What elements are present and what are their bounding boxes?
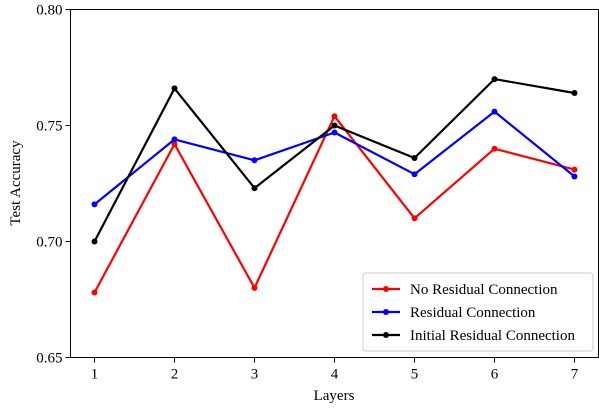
series-residual-connection (91, 108, 578, 208)
data-point (91, 201, 98, 208)
legend: No Residual Connection Residual Connectio… (362, 272, 594, 352)
x-tick-label: 1 (91, 367, 99, 383)
legend-swatch-marker (383, 309, 389, 315)
x-tick-label: 5 (411, 367, 419, 383)
data-point (571, 90, 578, 97)
x-tick-label: 2 (171, 367, 179, 383)
data-point (411, 171, 418, 178)
data-point (571, 166, 578, 173)
series-initial-residual-connection (91, 76, 578, 245)
x-tick-label: 4 (331, 367, 339, 383)
data-point (411, 154, 418, 161)
x-tick-label: 3 (251, 367, 259, 383)
y-tick-label: 0.65 (36, 351, 62, 367)
series-line (93, 115, 575, 294)
data-point (331, 129, 338, 136)
x-axis-label: Layers (314, 388, 355, 404)
data-point (91, 238, 98, 245)
x-tick-label: 7 (571, 367, 579, 383)
plot-area (91, 76, 578, 296)
data-point (331, 113, 338, 120)
legend-label: Residual Connection (410, 305, 536, 321)
y-axis-label: Test Accuracy (8, 140, 24, 226)
legend-entry: Residual Connection (372, 305, 536, 321)
y-tick-label: 0.75 (36, 119, 62, 135)
legend-swatch-marker (383, 332, 389, 338)
x-tick-label: 6 (491, 367, 499, 383)
data-point (331, 122, 338, 129)
data-point (491, 145, 498, 152)
y-tick-label: 0.80 (36, 3, 62, 19)
legend-entry: Initial Residual Connection (372, 328, 575, 344)
data-point (491, 76, 498, 83)
data-point (91, 289, 98, 296)
series-no-residual-connection (91, 113, 578, 296)
data-point (171, 136, 178, 143)
data-point (171, 85, 178, 92)
data-point (251, 157, 258, 164)
x-axis: 1 2 3 4 5 6 7 (91, 357, 579, 383)
legend-label: Initial Residual Connection (410, 328, 575, 344)
data-point (251, 185, 258, 192)
data-point (411, 215, 418, 222)
legend-box (362, 272, 594, 352)
data-point (171, 141, 178, 148)
data-point (571, 173, 578, 180)
legend-label: No Residual Connection (410, 282, 558, 298)
legend-swatch-marker (383, 286, 389, 292)
y-tick-label: 0.70 (36, 235, 62, 251)
data-point (491, 108, 498, 115)
legend-entry: No Residual Connection (372, 282, 558, 298)
data-point (251, 284, 258, 291)
y-axis: 0.65 0.70 0.75 0.80 (36, 3, 71, 367)
